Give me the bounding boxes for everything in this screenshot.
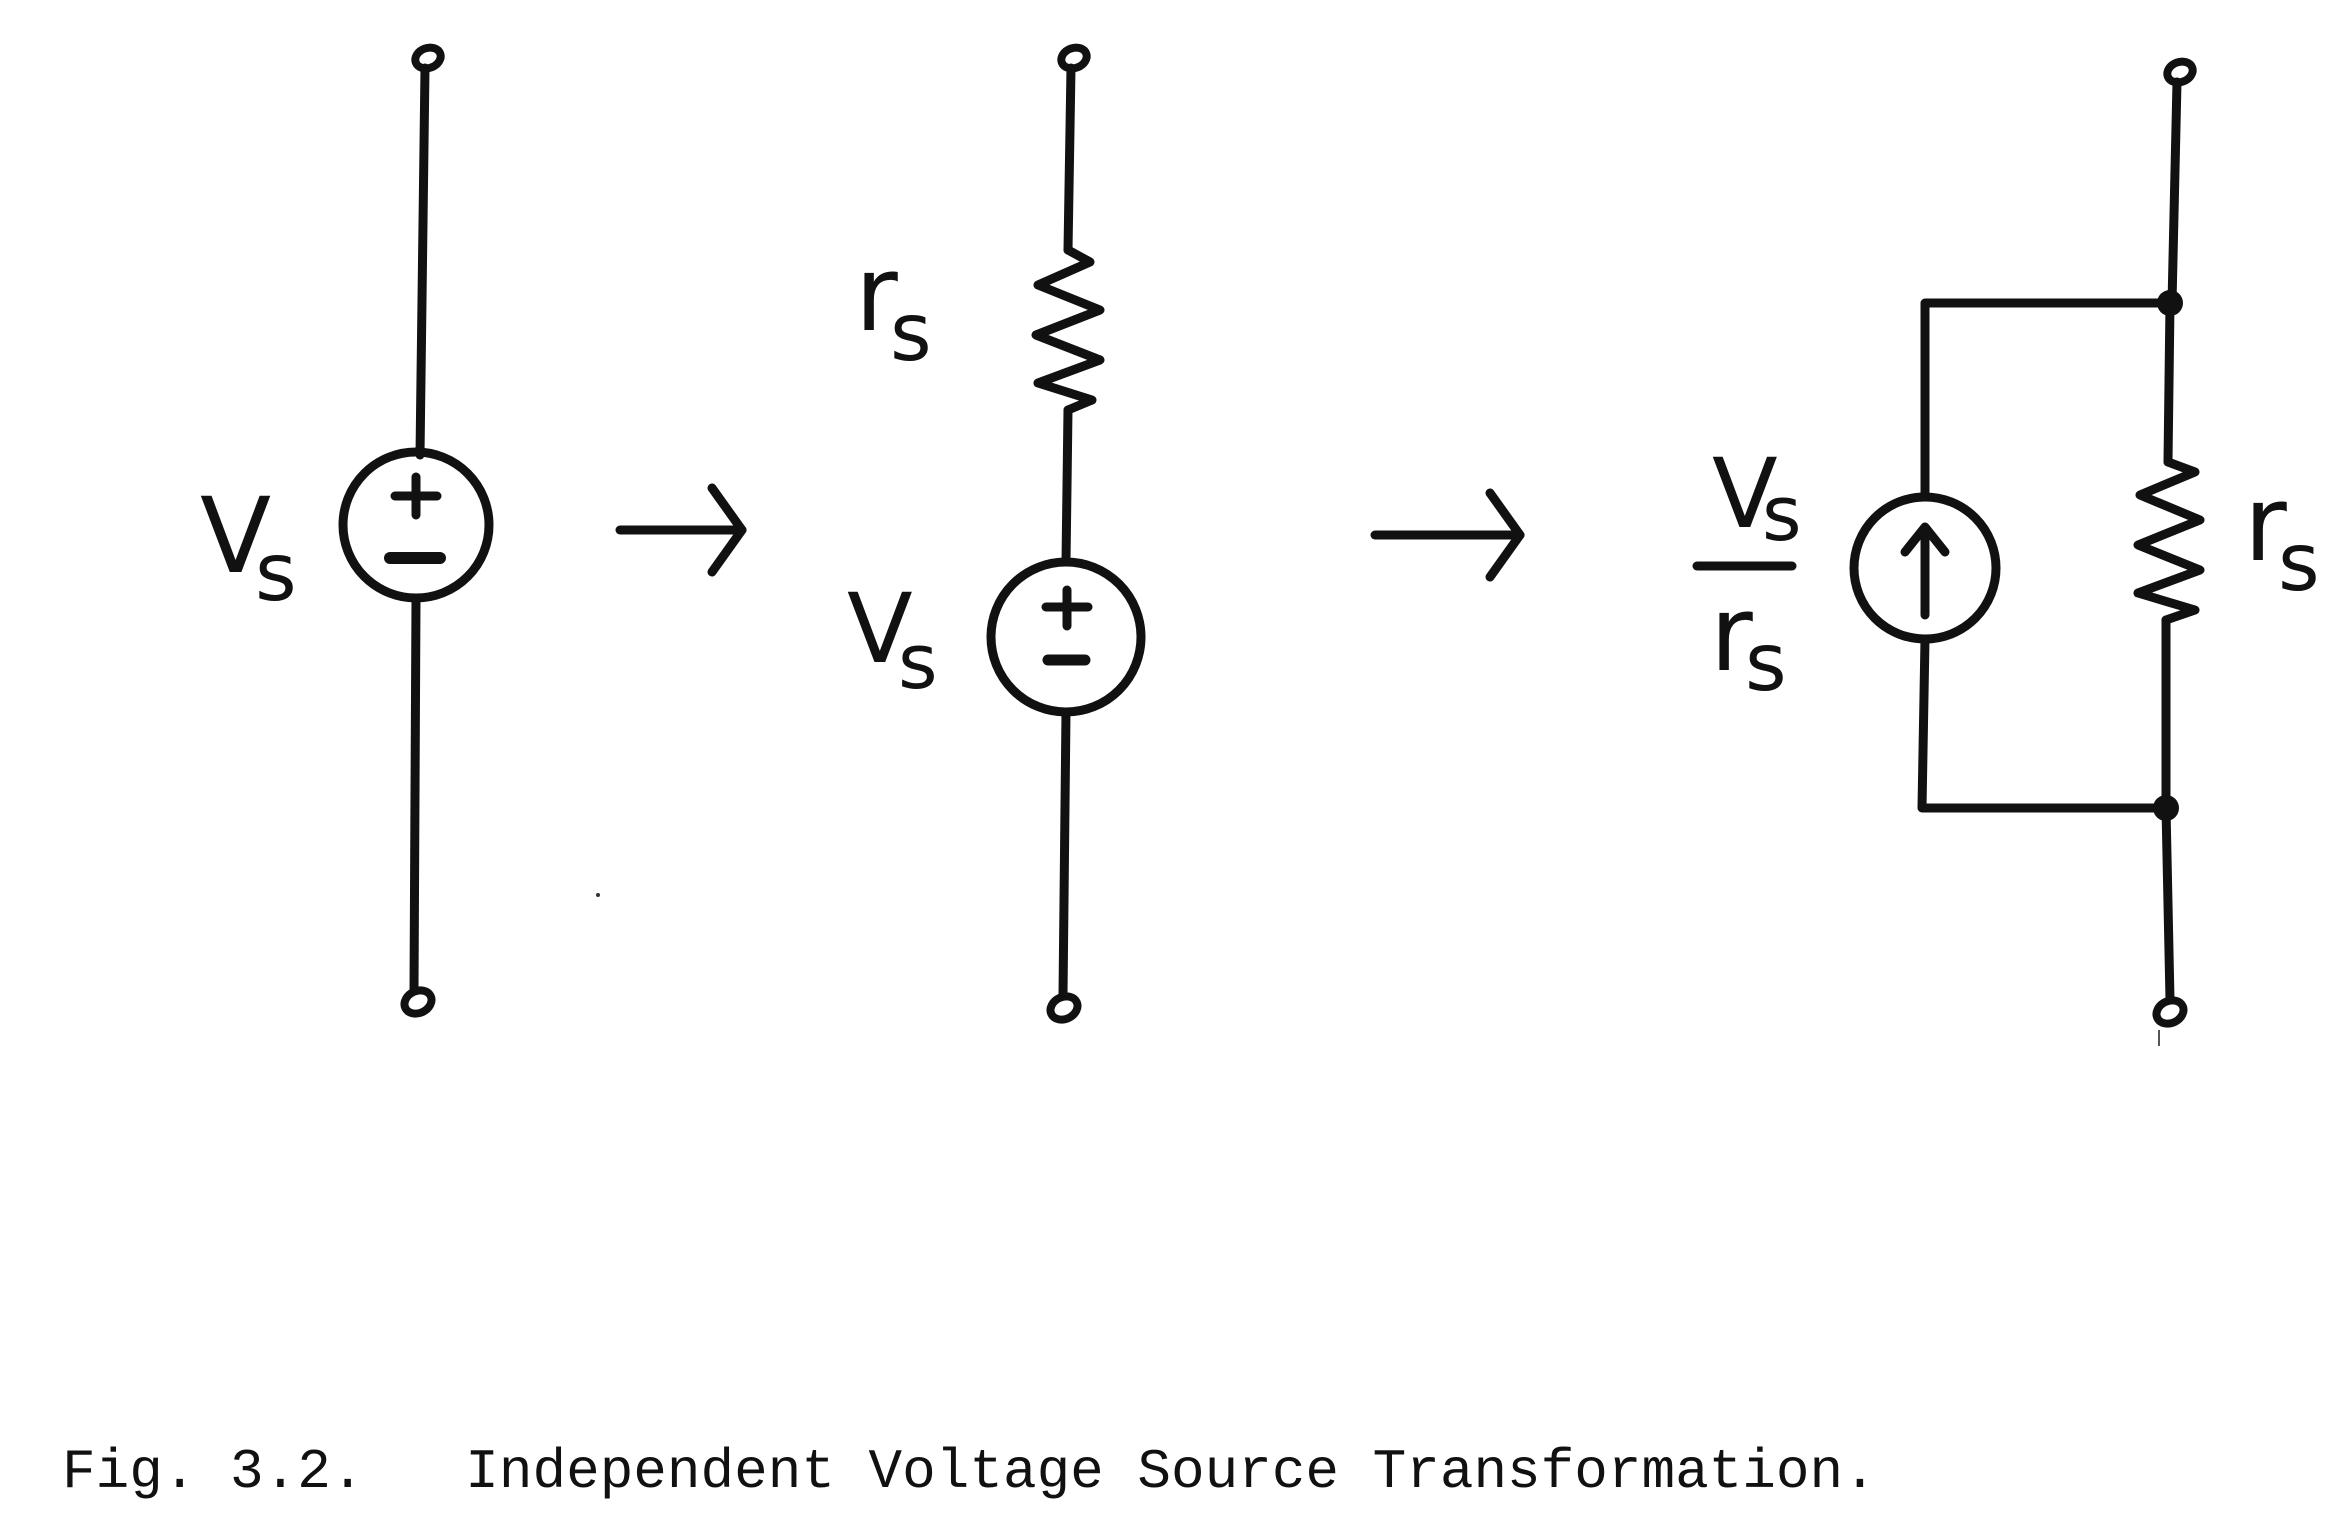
bottom-terminal [1046, 992, 1082, 1024]
svg-text:s: s [1762, 469, 1802, 558]
resistor [2133, 457, 2205, 625]
plus-sign [1041, 585, 1093, 631]
svg-text:s: s [2278, 516, 2320, 609]
bottom-terminal [400, 986, 436, 1018]
top-rail [1920, 298, 2175, 502]
svg-text:V: V [200, 475, 271, 597]
scan-speck [596, 893, 600, 897]
caption-title: Independent Voltage Source Transformatio… [465, 1440, 1877, 1504]
rs-label: r s [855, 233, 932, 379]
top-wire [1063, 63, 1076, 255]
panel-series-equivalent: r s V s [847, 43, 1146, 1024]
resistor [1031, 245, 1105, 415]
svg-text:V: V [847, 573, 913, 685]
caption-number: Fig. 3.2. [62, 1440, 365, 1504]
svg-text:s: s [255, 526, 297, 619]
middle-wire [1061, 405, 1073, 567]
panel-parallel-equivalent: r s V s r s [1692, 57, 2320, 1028]
panel-ideal-voltage-source: V s [200, 43, 494, 1018]
bottom-wire [409, 593, 421, 995]
top-terminal [2163, 57, 2197, 87]
transform-arrow-1 [615, 483, 747, 577]
svg-text:s: s [898, 617, 938, 706]
bottom-rail [1917, 634, 2171, 813]
current-arrow [1900, 522, 1950, 620]
right-upper-wire [2163, 298, 2175, 467]
vs-label: V s [200, 475, 297, 619]
svg-text:s: s [1745, 616, 1787, 709]
figure-caption: Fig. 3.2. Independent Voltage Source Tra… [62, 1440, 1877, 1504]
vs-label: V s [847, 573, 938, 706]
top-wire [415, 63, 430, 460]
transform-arrow-2 [1370, 488, 1525, 582]
svg-text:s: s [890, 286, 932, 379]
bottom-wire [2161, 803, 2175, 1005]
top-terminal [1057, 43, 1091, 73]
top-terminal [411, 43, 445, 73]
plus-sign [390, 472, 442, 520]
top-wire [2167, 77, 2182, 308]
rs-label: r s [2244, 463, 2320, 609]
bottom-wire [1058, 707, 1071, 1000]
svg-text:r: r [2244, 463, 2287, 585]
voltage-source [986, 557, 1146, 717]
svg-text:r: r [1710, 573, 1753, 695]
svg-text:r: r [855, 233, 898, 355]
svg-text:V: V [1712, 438, 1778, 550]
vs-over-rs-label: V s r s [1692, 438, 1802, 709]
bottom-terminal [2152, 996, 2188, 1028]
